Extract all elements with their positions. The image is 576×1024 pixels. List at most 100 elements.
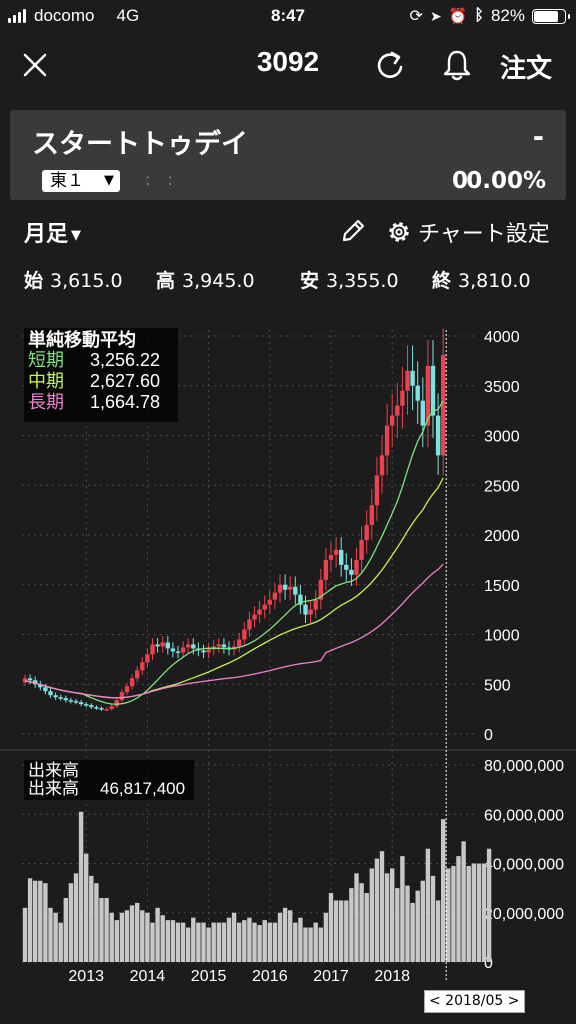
volume-bar bbox=[430, 875, 436, 962]
open-label: 始 bbox=[24, 270, 44, 292]
volume-bar bbox=[22, 907, 28, 962]
ma-mid-line bbox=[24, 477, 444, 699]
candle-up bbox=[288, 586, 293, 590]
candle-up bbox=[313, 599, 318, 610]
x-tick-label: 2016 bbox=[252, 968, 288, 985]
gear-icon bbox=[389, 222, 409, 242]
candle-up bbox=[140, 662, 145, 671]
volume-bar bbox=[242, 920, 247, 962]
volume-bar bbox=[364, 893, 369, 962]
candle-down bbox=[27, 678, 33, 681]
volume-bar bbox=[451, 865, 456, 962]
volume-bar bbox=[374, 858, 380, 962]
low-label: 安 bbox=[300, 270, 320, 292]
legend-value: 3,256.22 bbox=[90, 350, 160, 370]
candle-up bbox=[129, 678, 135, 687]
market-select[interactable]: 東１ ▼ bbox=[42, 170, 120, 192]
candle-down bbox=[201, 650, 206, 653]
volume-bar bbox=[267, 922, 272, 962]
price-tick-label: 2000 bbox=[484, 528, 520, 545]
volume-tick-label: 80,000,000 bbox=[484, 758, 564, 775]
ma-long-line bbox=[24, 563, 444, 699]
candle-down bbox=[155, 644, 160, 647]
volume-bar bbox=[231, 912, 237, 962]
volume-bar bbox=[175, 922, 181, 962]
volume-bar bbox=[405, 885, 410, 962]
legend-value: 2,627.60 bbox=[90, 371, 160, 391]
volume-bar bbox=[272, 922, 278, 962]
ma-short-line bbox=[24, 400, 444, 705]
volume-bar bbox=[191, 917, 196, 962]
candle-down bbox=[410, 370, 415, 386]
close-value: 3,810.0 bbox=[458, 270, 531, 292]
time-placeholder: : : bbox=[145, 170, 179, 189]
candle-down bbox=[293, 586, 298, 595]
chart-grid: 0 500 1000 1500 2000 2500 3000 3500 4000 0 20,000,… bbox=[22, 329, 564, 972]
candle-up bbox=[364, 525, 369, 540]
candle-up bbox=[267, 599, 272, 605]
legend-label: 長期 bbox=[28, 392, 64, 413]
candle-up bbox=[186, 644, 191, 648]
bell-icon[interactable] bbox=[441, 48, 473, 82]
pencil-icon[interactable] bbox=[340, 218, 366, 244]
volume-bar bbox=[303, 927, 308, 962]
candle-up bbox=[272, 592, 278, 600]
candle-up bbox=[180, 647, 186, 653]
alarm-icon: ⏰ bbox=[448, 8, 468, 25]
x-tick-label: 2017 bbox=[313, 968, 349, 985]
volume-tick-label: 60,000,000 bbox=[484, 807, 564, 824]
volume-bar bbox=[53, 912, 58, 962]
candle-up bbox=[323, 559, 329, 580]
candle-up bbox=[160, 642, 165, 647]
price-tick-label: 1000 bbox=[484, 628, 520, 645]
chart-settings-button[interactable]: チャート設定 bbox=[386, 216, 550, 248]
volume-bar bbox=[84, 853, 89, 962]
order-button[interactable]: 注文 bbox=[499, 54, 552, 84]
price-tick-label: 3500 bbox=[484, 379, 520, 396]
volume-tick-label: 20,000,000 bbox=[484, 906, 564, 923]
candle-down bbox=[73, 701, 79, 703]
volume-bar bbox=[206, 927, 211, 962]
volume-bar bbox=[58, 922, 63, 962]
volume-bar bbox=[160, 915, 165, 962]
candle-up bbox=[150, 644, 155, 655]
candle-down bbox=[415, 385, 420, 401]
volume-bar bbox=[129, 905, 135, 962]
volume-bar bbox=[333, 900, 339, 962]
period-select[interactable]: 月足 ▼ bbox=[24, 216, 81, 248]
candle-down bbox=[33, 680, 38, 685]
chart-settings-label: チャート設定 bbox=[418, 222, 550, 247]
volume-bar bbox=[94, 883, 99, 962]
reload-icon[interactable] bbox=[374, 49, 406, 81]
high-label: 高 bbox=[156, 270, 176, 292]
volume-bar bbox=[201, 922, 206, 962]
candle-down bbox=[420, 400, 425, 426]
market-label: 東１ bbox=[50, 171, 84, 191]
volume-bar bbox=[435, 900, 441, 962]
candle-down bbox=[191, 644, 196, 649]
timeline-handle[interactable]: < 2018/05 > bbox=[424, 990, 525, 1013]
volume-bar bbox=[89, 875, 94, 962]
candle-up bbox=[124, 686, 130, 693]
current-price: 0 bbox=[452, 168, 469, 194]
candle-down bbox=[99, 708, 104, 710]
candle-down bbox=[430, 365, 436, 416]
candle-up bbox=[119, 692, 125, 701]
volume-bar bbox=[170, 920, 176, 962]
volume-bar bbox=[344, 900, 349, 962]
volume-bar bbox=[293, 922, 298, 962]
legend-label: 中期 bbox=[28, 371, 64, 392]
stock-summary: スタートトゥデイ - 東１ ▼ : : 0 0.00% bbox=[10, 110, 566, 200]
candle-up bbox=[374, 475, 380, 506]
volume-bar bbox=[73, 873, 79, 962]
candle-up bbox=[22, 678, 28, 683]
close-icon[interactable] bbox=[20, 50, 50, 80]
price-chart[interactable]: 0 500 1000 1500 2000 2500 3000 3500 4000 0 20,000,… bbox=[0, 320, 576, 990]
candle-up bbox=[369, 505, 374, 526]
candle-up bbox=[145, 654, 150, 663]
navigation-bar: 3092 注文 bbox=[0, 34, 576, 96]
volume-tick-label: 0 bbox=[484, 955, 493, 972]
candle-up bbox=[242, 629, 247, 640]
volume-bar bbox=[282, 907, 288, 962]
